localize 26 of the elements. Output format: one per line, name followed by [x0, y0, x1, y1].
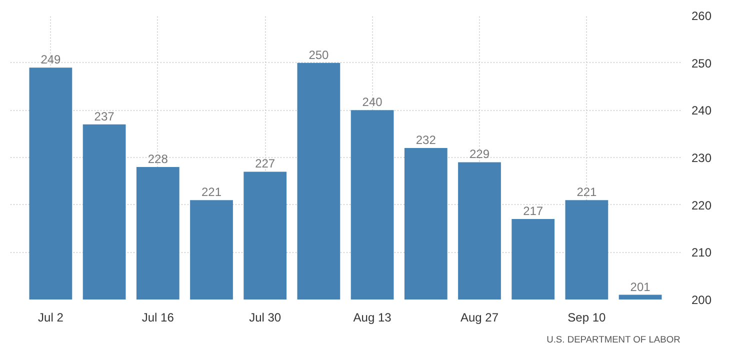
- x-tick-label: Jul 16: [142, 310, 174, 324]
- y-tick-label: 260: [692, 9, 712, 23]
- text: U.S. DEPARTMENT OF LABOR: [546, 334, 681, 344]
- y-tick-label: 240: [692, 104, 712, 118]
- data-label: 249: [40, 52, 62, 67]
- data-label: 240: [362, 95, 383, 110]
- data-label: 221: [576, 185, 598, 200]
- y-tick-label: 230: [692, 151, 712, 165]
- data-label: 228: [148, 152, 168, 166]
- x-tick-label: Jul 30: [249, 310, 282, 324]
- y-tick-label: 210: [692, 246, 712, 260]
- data-label: 229: [469, 147, 490, 162]
- data-label: 201: [630, 280, 651, 294]
- x-tick-label: Jul 2: [38, 310, 64, 324]
- y-tick-label: 220: [692, 198, 712, 212]
- y-tick-label: 200: [692, 293, 712, 307]
- data-label: 217: [523, 204, 544, 218]
- data-label: 232: [416, 133, 436, 148]
- x-tick-label: Aug 13: [353, 310, 392, 324]
- x-tick-label: Aug 27: [460, 310, 499, 324]
- data-label: 250: [308, 48, 330, 62]
- y-tick-label: 250: [692, 56, 712, 70]
- data-label: 227: [255, 156, 276, 171]
- data-label: 221: [201, 185, 222, 200]
- data-label: 237: [94, 109, 115, 124]
- x-tick-label: Sep 10: [568, 310, 606, 324]
